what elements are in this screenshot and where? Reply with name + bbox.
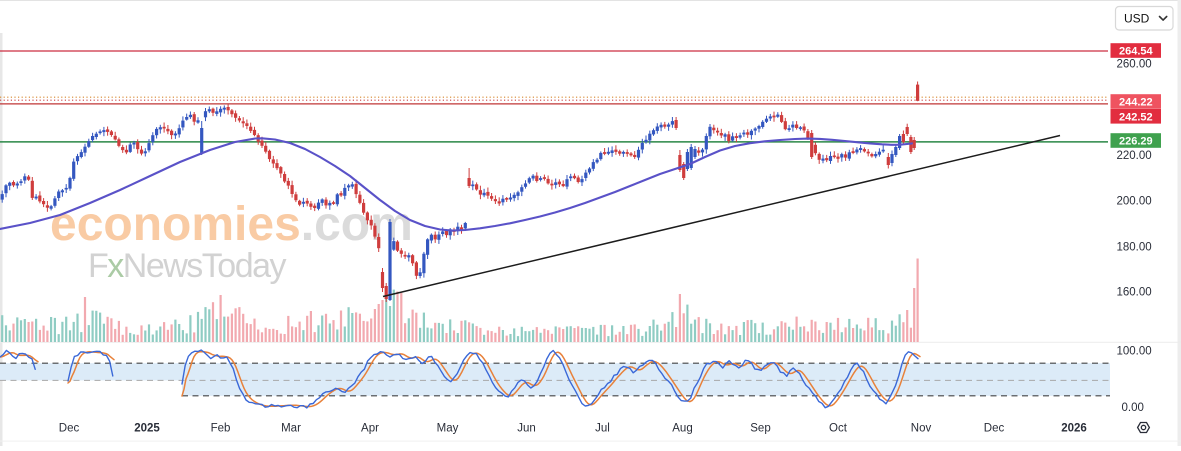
svg-text:242.52: 242.52	[1119, 111, 1153, 123]
svg-text:2026: 2026	[1061, 423, 1087, 435]
svg-text:Feb: Feb	[211, 423, 231, 435]
svg-text:Mar: Mar	[281, 423, 301, 435]
svg-text:226.29: 226.29	[1119, 136, 1153, 148]
svg-text:May: May	[437, 423, 459, 435]
svg-text:Dec: Dec	[59, 423, 80, 435]
svg-text:USD: USD	[1124, 12, 1150, 26]
svg-text:100.00: 100.00	[1117, 346, 1152, 358]
svg-text:180.00: 180.00	[1117, 241, 1152, 253]
svg-text:264.54: 264.54	[1119, 46, 1154, 58]
svg-text:Nov: Nov	[911, 423, 932, 435]
svg-text:0.00: 0.00	[1122, 402, 1144, 414]
svg-text:Sep: Sep	[750, 423, 770, 435]
svg-text:160.00: 160.00	[1117, 287, 1152, 299]
svg-text:FxNewsToday: FxNewsToday	[88, 247, 287, 285]
svg-text:Apr: Apr	[361, 423, 379, 435]
svg-text:220.00: 220.00	[1117, 150, 1152, 162]
svg-text:Jul: Jul	[595, 423, 610, 435]
svg-text:Dec: Dec	[984, 423, 1005, 435]
svg-text:200.00: 200.00	[1117, 196, 1152, 208]
svg-text:260.00: 260.00	[1117, 59, 1152, 71]
svg-text:economies.com: economies.com	[50, 198, 413, 251]
svg-text:244.22: 244.22	[1119, 97, 1153, 109]
svg-text:Oct: Oct	[829, 423, 848, 435]
svg-text:2025: 2025	[134, 423, 160, 435]
svg-text:Jun: Jun	[517, 423, 536, 435]
svg-text:Aug: Aug	[672, 423, 692, 435]
